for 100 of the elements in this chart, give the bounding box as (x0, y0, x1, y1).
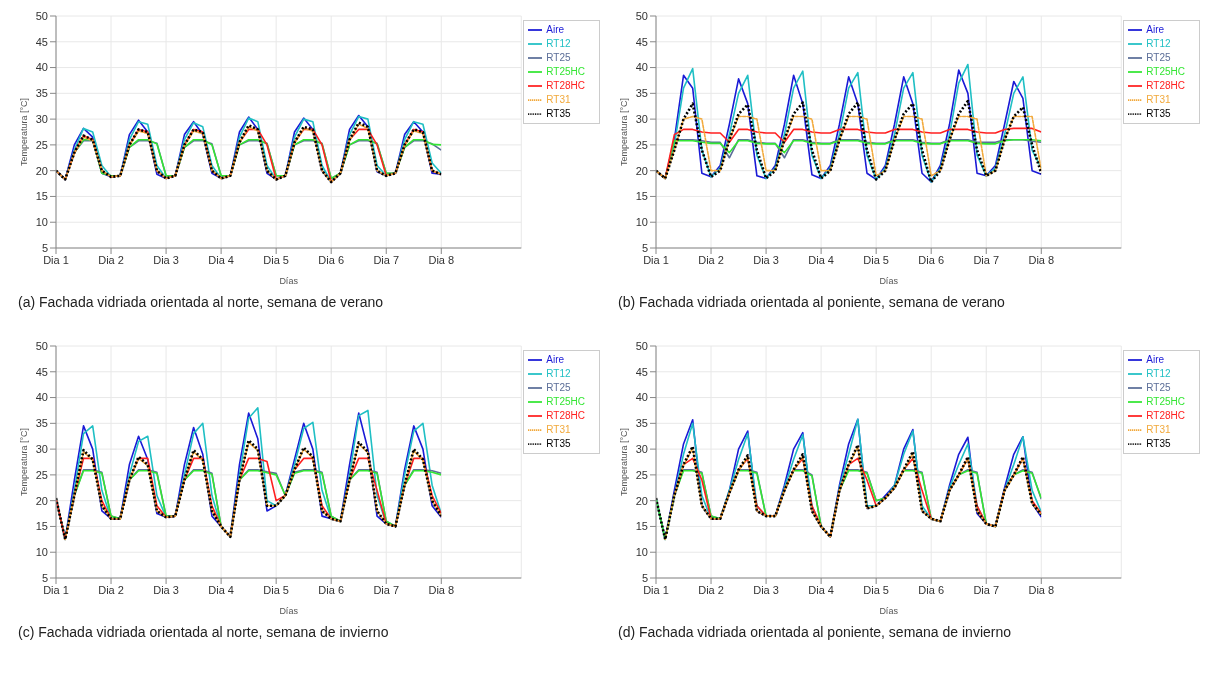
x-tick-label: Dia 5 (863, 583, 889, 596)
y-tick-label: 30 (635, 113, 648, 126)
legend-label: RT25 (1146, 51, 1171, 63)
line-series (656, 115, 1042, 180)
x-tick-label: Dia 3 (153, 583, 179, 596)
x-tick-label: Dia 8 (428, 253, 455, 266)
x-tick-label: Dia 2 (98, 583, 124, 596)
y-tick-label: 10 (35, 216, 48, 229)
y-tick-label: 40 (635, 61, 648, 74)
y-tick-label: 50 (35, 9, 48, 22)
legend-label: Aire (1146, 23, 1165, 35)
y-tick-label: 35 (635, 417, 648, 430)
line-series (656, 99, 1042, 184)
x-tick-label: Dia 4 (208, 583, 234, 596)
y-tick-label: 50 (35, 339, 48, 352)
legend-label: RT31 (546, 423, 571, 435)
x-tick-label: Dia 3 (753, 583, 779, 596)
text: (b) Fachada vidriada orientada al poniente, semana de verano (617, 293, 1006, 310)
legend-label: RT25 (546, 51, 571, 63)
x-tick-label: Dia 5 (263, 253, 289, 266)
y-tick-label: 35 (35, 417, 48, 430)
y-tick-label: 35 (35, 87, 48, 100)
x-tick-label: Dia 3 (153, 253, 179, 266)
text: (d) Fachada vidriada orientada al poniente, semana de invierno (617, 623, 1013, 640)
y-tick-label: 5 (41, 571, 48, 584)
x-tick-label: Dia 7 (373, 253, 400, 266)
x-tick-label: Dia 7 (973, 253, 1000, 266)
y-axis-title: Temperatura [°C] (19, 427, 30, 497)
y-tick-label: 45 (35, 365, 48, 378)
x-axis-title: Días (879, 606, 899, 616)
legend-label: RT25HC (546, 65, 585, 77)
legend-label: RT25HC (546, 395, 585, 407)
y-tick-label: 35 (635, 87, 648, 100)
x-tick-label: Dia 6 (318, 253, 345, 266)
x-tick-label: Dia 6 (318, 583, 345, 596)
y-axis-title: Temperatura [°C] (619, 427, 630, 497)
legend-label: Aire (546, 23, 565, 35)
legend-label: RT28HC (1146, 409, 1185, 421)
y-tick-label: 50 (635, 9, 648, 22)
y-tick-label: 20 (635, 164, 648, 177)
legend-label: RT25 (546, 381, 571, 393)
x-tick-label: Dia 6 (918, 583, 945, 596)
x-tick-label: Dia 5 (863, 253, 889, 266)
y-tick-label: 5 (641, 241, 648, 254)
legend-label: RT12 (1146, 37, 1171, 49)
x-tick-label: Dia 1 (643, 583, 669, 596)
x-tick-label: Dia 7 (973, 583, 1000, 596)
y-tick-label: 25 (635, 468, 648, 481)
legend-label: RT25HC (1146, 395, 1185, 407)
y-tick-label: 45 (635, 365, 648, 378)
y-axis-title: Temperatura [°C] (619, 97, 630, 167)
y-tick-label: 45 (35, 35, 48, 48)
y-tick-label: 25 (635, 138, 648, 151)
x-tick-label: Dia 7 (373, 583, 400, 596)
y-tick-label: 10 (635, 546, 648, 559)
x-tick-label: Dia 4 (808, 583, 834, 596)
legend-label: RT35 (1146, 437, 1171, 449)
legend-label: RT35 (546, 437, 571, 449)
legend-label: RT31 (546, 93, 571, 105)
legend-label: RT31 (1146, 93, 1171, 105)
legend-label: RT25 (1146, 381, 1171, 393)
y-tick-label: 20 (35, 494, 48, 507)
legend-label: RT12 (546, 37, 571, 49)
y-tick-label: 15 (35, 190, 48, 203)
y-tick-label: 5 (41, 241, 48, 254)
x-tick-label: Dia 8 (428, 583, 455, 596)
y-axis-title: Temperatura [°C] (19, 97, 30, 167)
legend-label: RT12 (1146, 367, 1171, 379)
x-tick-label: Dia 8 (1028, 253, 1055, 266)
y-tick-label: 15 (35, 520, 48, 533)
y-tick-label: 15 (635, 520, 648, 533)
x-tick-label: Dia 5 (263, 583, 289, 596)
y-tick-label: 30 (635, 443, 648, 456)
text: (a) Fachada vidriada orientada al norte, semana de verano (17, 293, 384, 310)
y-tick-label: 40 (35, 391, 48, 404)
legend-label: Aire (1146, 353, 1165, 365)
y-tick-label: 45 (635, 35, 648, 48)
legend-label: RT31 (1146, 423, 1171, 435)
y-tick-label: 40 (635, 391, 648, 404)
legend-label: RT12 (546, 367, 571, 379)
y-tick-label: 50 (635, 339, 648, 352)
y-tick-label: 15 (635, 190, 648, 203)
y-tick-label: 30 (35, 443, 48, 456)
legend-label: RT25HC (1146, 65, 1185, 77)
x-tick-label: Dia 1 (643, 253, 669, 266)
text: (c) Fachada vidriada orientada al norte, semana de invierno (17, 623, 390, 640)
y-tick-label: 30 (35, 113, 48, 126)
x-axis-title: Días (879, 276, 899, 286)
y-tick-label: 25 (35, 468, 48, 481)
legend-label: RT28HC (546, 79, 585, 91)
x-tick-label: Dia 4 (208, 253, 234, 266)
legend-label: RT35 (1146, 107, 1171, 119)
legend-label: RT35 (546, 107, 571, 119)
x-tick-label: Dia 4 (808, 253, 834, 266)
legend-label: RT28HC (1146, 79, 1185, 91)
y-tick-label: 10 (35, 546, 48, 559)
legend-label: RT28HC (546, 409, 585, 421)
x-tick-label: Dia 8 (1028, 583, 1055, 596)
x-tick-label: Dia 1 (43, 253, 69, 266)
y-tick-label: 20 (635, 494, 648, 507)
